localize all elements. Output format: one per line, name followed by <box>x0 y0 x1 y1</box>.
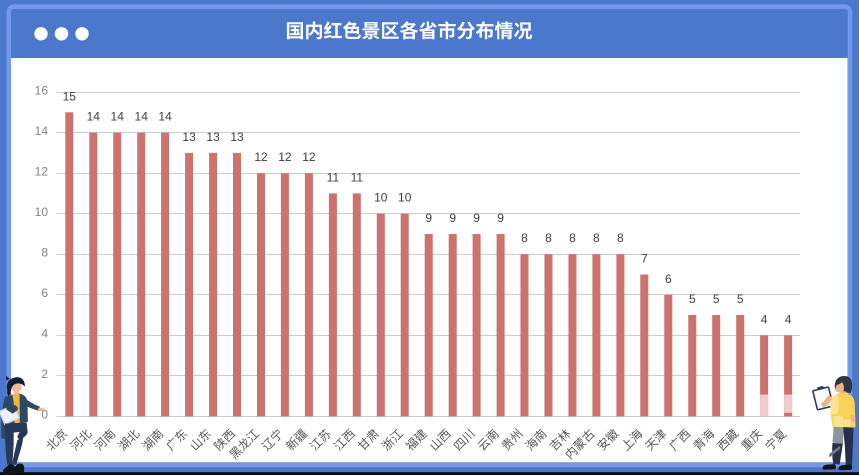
svg-text:5: 5 <box>689 292 696 306</box>
svg-text:4: 4 <box>785 312 792 326</box>
svg-text:13: 13 <box>230 130 244 144</box>
svg-text:8: 8 <box>593 231 600 245</box>
svg-text:8: 8 <box>41 246 48 260</box>
svg-text:6: 6 <box>665 272 672 286</box>
svg-text:16: 16 <box>35 83 49 97</box>
svg-text:0: 0 <box>41 408 48 422</box>
svg-text:9: 9 <box>425 211 432 225</box>
svg-text:8: 8 <box>617 231 624 245</box>
svg-text:15: 15 <box>63 89 77 103</box>
svg-text:14: 14 <box>158 110 172 124</box>
svg-text:4: 4 <box>41 327 48 341</box>
svg-text:10: 10 <box>374 191 388 205</box>
svg-text:12: 12 <box>302 150 316 164</box>
svg-text:8: 8 <box>569 231 576 245</box>
svg-text:7: 7 <box>641 252 648 266</box>
svg-text:11: 11 <box>351 170 364 184</box>
svg-text:10: 10 <box>35 205 49 219</box>
svg-text:8: 8 <box>521 231 528 245</box>
svg-text:12: 12 <box>35 165 49 179</box>
svg-text:14: 14 <box>87 110 101 124</box>
svg-text:8: 8 <box>545 231 552 245</box>
svg-text:14: 14 <box>35 124 49 138</box>
svg-text:5: 5 <box>737 292 744 306</box>
svg-text:10: 10 <box>398 191 412 205</box>
svg-text:2: 2 <box>41 367 48 381</box>
svg-text:13: 13 <box>182 130 196 144</box>
svg-text:14: 14 <box>135 110 149 124</box>
svg-text:9: 9 <box>497 211 504 225</box>
svg-text:11: 11 <box>327 170 340 184</box>
svg-text:9: 9 <box>473 211 480 225</box>
svg-text:13: 13 <box>206 130 220 144</box>
svg-text:4: 4 <box>761 312 768 326</box>
svg-text:6: 6 <box>41 286 48 300</box>
svg-text:12: 12 <box>254 150 268 164</box>
svg-text:9: 9 <box>449 211 456 225</box>
svg-text:5: 5 <box>713 292 720 306</box>
svg-text:12: 12 <box>278 150 292 164</box>
svg-text:14: 14 <box>111 110 125 124</box>
